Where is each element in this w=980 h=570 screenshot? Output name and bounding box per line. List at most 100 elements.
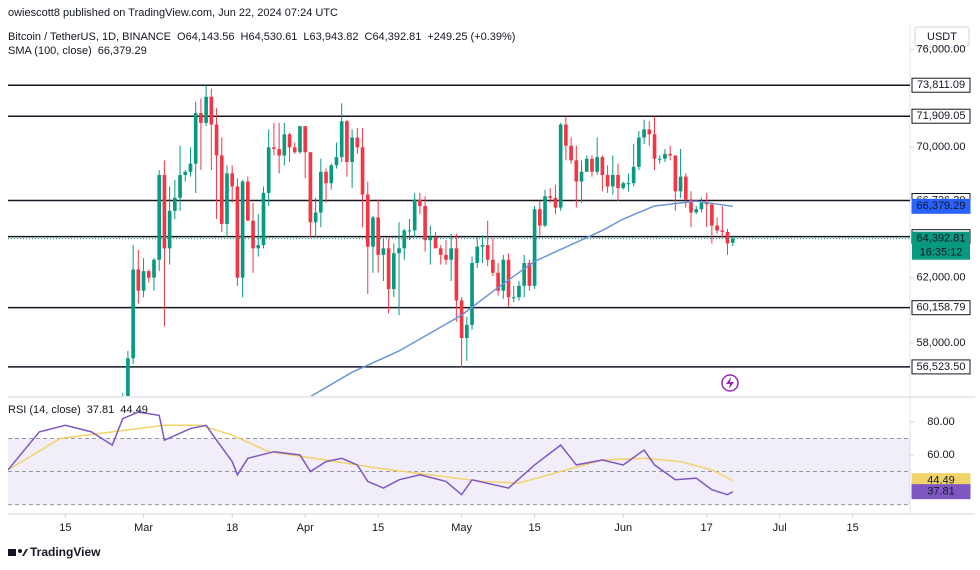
candle-body <box>642 129 646 138</box>
candle-body <box>282 134 287 156</box>
candle-body <box>392 253 396 290</box>
candle-body <box>517 285 521 298</box>
candle-body <box>152 259 156 278</box>
candle-body <box>126 358 130 396</box>
level-label-box <box>911 108 971 124</box>
candle-body <box>266 147 271 193</box>
candle-body <box>329 165 334 184</box>
x-tick-label: 15 <box>372 522 384 534</box>
candle-body <box>131 269 135 359</box>
candle-body <box>710 204 714 226</box>
byline: owiescott8 published on TradingView.com,… <box>8 7 338 19</box>
candle-body <box>345 121 349 162</box>
candle-body <box>433 236 438 249</box>
candle-body <box>621 183 626 189</box>
candle-body <box>199 113 203 123</box>
candle-body <box>350 137 354 162</box>
candle-body <box>543 196 547 226</box>
candle-body <box>251 220 255 249</box>
rsi-line <box>8 411 734 496</box>
candle-body <box>261 192 266 246</box>
candle-body <box>720 230 725 233</box>
sma-value: 66,379.29 <box>98 45 147 57</box>
y-tick-label: 76,000.00 <box>917 43 966 55</box>
price-pane <box>8 84 910 396</box>
candle-body <box>386 248 391 290</box>
candle-body <box>412 199 417 231</box>
candle-body <box>694 209 699 213</box>
candle-body <box>501 259 506 291</box>
level-label: 60,158.79 <box>917 302 966 314</box>
candle-body <box>637 137 641 167</box>
candle-body <box>590 158 594 172</box>
level-label-box <box>911 77 971 93</box>
candle-body <box>595 157 599 172</box>
candle-body <box>397 248 401 254</box>
candle-body <box>579 171 584 182</box>
candle-body <box>313 212 318 223</box>
level-label-box <box>911 300 971 316</box>
candle-body <box>339 121 344 158</box>
candle-body <box>652 134 657 159</box>
last-price-label: 64,392.81 <box>917 233 966 245</box>
level-label-box <box>911 359 971 375</box>
candle-body <box>511 297 516 299</box>
x-tick-label: 17 <box>701 522 713 534</box>
candle-body <box>553 197 558 208</box>
candle-body <box>491 259 495 273</box>
sma-label-box <box>911 198 971 214</box>
ohlc-key: O <box>177 31 186 43</box>
candle-body <box>324 171 328 184</box>
y-tick-label: 62,000.00 <box>917 272 966 284</box>
candle-body <box>308 152 313 223</box>
tv-logo <box>8 549 28 556</box>
candle-body <box>574 160 579 182</box>
candle-body <box>626 183 631 185</box>
sma-label: 66,379.29 <box>917 200 966 212</box>
candle-body <box>506 259 511 298</box>
candle-body <box>292 147 297 153</box>
ohlc-key: L <box>303 31 309 43</box>
candle-body <box>699 202 704 210</box>
candle-body <box>193 113 198 164</box>
candle-body <box>183 171 188 176</box>
level-label: 73,811.09 <box>917 79 965 91</box>
candle-body <box>146 271 151 278</box>
candle-body <box>600 157 605 176</box>
x-tick-label: Apr <box>297 522 314 534</box>
candle-body <box>219 155 224 224</box>
candle-body <box>355 137 360 148</box>
candle-body <box>668 153 672 156</box>
candle-body <box>418 199 422 206</box>
x-tick-label: 15 <box>59 522 71 534</box>
ohlc-value: 64,143.56 <box>186 31 235 43</box>
rsi-tick-label: 80.00 <box>927 416 955 428</box>
currency: USDT <box>927 31 957 43</box>
x-tick-label: 15 <box>528 522 540 534</box>
rsi-label-box <box>911 484 971 500</box>
candle-body <box>256 245 261 249</box>
candle-body <box>178 175 182 198</box>
candle-body <box>480 245 485 247</box>
candle-body <box>470 263 474 325</box>
candle-body <box>605 175 610 187</box>
countdown: 16:35:12 <box>920 247 963 259</box>
candle-body <box>319 171 323 213</box>
candle-body <box>449 248 454 260</box>
candle-body <box>454 248 459 301</box>
candle-body <box>303 126 308 153</box>
x-tick-label: 18 <box>226 522 238 534</box>
candle-body <box>365 194 370 247</box>
candle-body <box>522 263 526 286</box>
x-tick-label: May <box>451 522 472 534</box>
candle-body <box>683 176 688 200</box>
candle-body <box>214 124 219 156</box>
candle-body <box>657 158 662 160</box>
candle-body <box>537 209 542 226</box>
candle-body <box>428 236 433 241</box>
candle-body <box>564 124 568 146</box>
rsi-ma-label: 44.49 <box>927 475 955 487</box>
candle-body <box>725 232 730 244</box>
candle-body <box>209 96 214 125</box>
